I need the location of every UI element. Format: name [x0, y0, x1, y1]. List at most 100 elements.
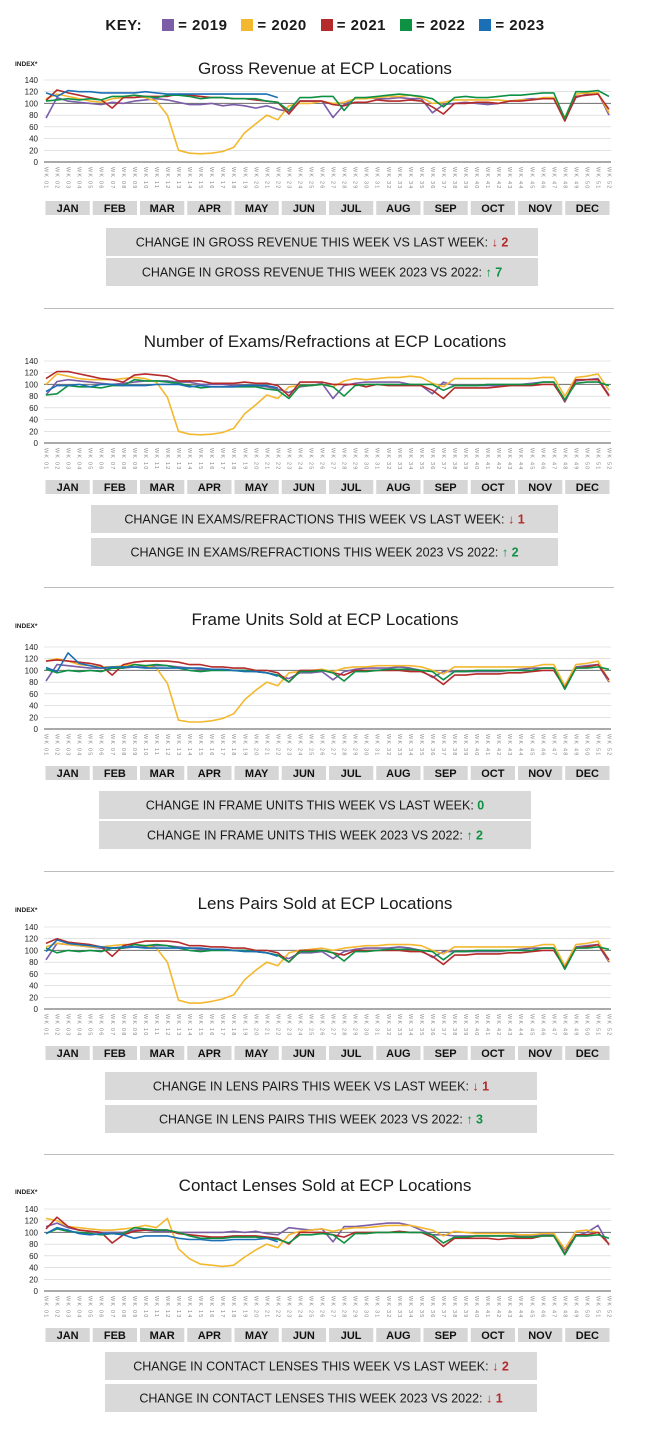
x-tick-label: WK 31	[374, 1014, 380, 1037]
month-label: JAN	[57, 1048, 79, 1060]
x-tick-label: WK 28	[341, 734, 347, 757]
month-band	[92, 1046, 137, 1060]
x-tick-label: WK 16	[208, 734, 214, 757]
x-tick-label: WK 15	[197, 1296, 203, 1319]
change-value-down: ↓ 1	[486, 1392, 503, 1406]
month-band	[423, 1328, 468, 1342]
x-tick-label: WK 29	[352, 1014, 358, 1037]
change-label: CHANGE IN EXAMS/REFRACTIONS THIS WEEK 20…	[130, 546, 501, 560]
key-text-2021: = 2021	[336, 16, 387, 34]
change-label: CHANGE IN LENS PAIRS THIS WEEK VS LAST W…	[153, 1080, 473, 1094]
x-tick-label: WK 05	[87, 167, 93, 190]
x-tick-label: WK 25	[307, 1014, 313, 1037]
x-tick-label: WK 07	[109, 448, 115, 471]
x-tick-label: WK 49	[572, 734, 578, 757]
series-line-2019	[45, 663, 610, 689]
x-tick-label: WK 34	[407, 1014, 413, 1037]
x-tick-label: WK 48	[561, 1014, 567, 1037]
series-line-2021	[45, 89, 610, 122]
month-band	[470, 1328, 515, 1342]
series-line-2021	[45, 659, 610, 689]
month-band	[92, 766, 137, 780]
x-tick-label: WK 33	[396, 1014, 402, 1037]
x-tick-label: WK 24	[296, 448, 302, 471]
x-tick-label: WK 26	[319, 734, 325, 757]
x-tick-label: WK 26	[319, 1014, 325, 1037]
y-tick-label: 140	[25, 1205, 39, 1214]
x-tick-label: WK 40	[473, 448, 479, 471]
y-tick-label: 20	[29, 993, 38, 1002]
y-tick-label: 0	[34, 439, 39, 448]
x-tick-label: WK 02	[54, 1014, 60, 1037]
x-tick-label: WK 30	[363, 1296, 369, 1319]
month-label: DEC	[576, 482, 599, 494]
month-label: FEB	[104, 768, 126, 780]
x-tick-label: WK 30	[363, 734, 369, 757]
month-band	[281, 1046, 326, 1060]
x-tick-label: WK 27	[330, 1296, 336, 1319]
x-tick-label: WK 34	[407, 167, 413, 190]
x-tick-label: WK 24	[296, 167, 302, 190]
x-tick-label: WK 37	[440, 167, 446, 190]
month-band	[234, 766, 279, 780]
y-tick-label: 60	[29, 690, 38, 699]
y-tick-label: 20	[29, 713, 38, 722]
month-band	[234, 480, 279, 494]
x-tick-label: WK 01	[43, 167, 49, 190]
month-band	[234, 1328, 279, 1342]
x-tick-label: WK 40	[473, 167, 479, 190]
x-tick-label: WK 07	[109, 1296, 115, 1319]
month-band	[140, 766, 185, 780]
month-label: MAY	[245, 1330, 269, 1342]
month-label: JUL	[341, 203, 362, 215]
y-tick-label: 120	[25, 369, 39, 378]
x-tick-label: WK 21	[263, 448, 269, 471]
month-band	[376, 201, 421, 215]
chart-2: Number of Exams/Refractions at ECP Locat…	[25, 332, 612, 566]
x-tick-label: WK 52	[606, 167, 612, 190]
x-tick-label: WK 48	[561, 734, 567, 757]
x-tick-label: WK 07	[109, 1014, 115, 1037]
y-tick-label: 20	[29, 1275, 38, 1284]
x-tick-label: WK 04	[76, 1296, 82, 1319]
month-label: OCT	[481, 1048, 505, 1060]
month-band	[329, 1328, 374, 1342]
month-label: AUG	[386, 203, 410, 215]
y-tick-label: 60	[29, 123, 38, 132]
x-tick-label: WK 23	[285, 167, 291, 190]
x-tick-label: WK 13	[175, 167, 181, 190]
x-tick-label: WK 45	[528, 167, 534, 190]
x-tick-label: WK 51	[595, 167, 601, 190]
series-line-2022	[45, 89, 610, 120]
x-tick-label: WK 29	[352, 448, 358, 471]
x-tick-label: WK 12	[164, 734, 170, 757]
change-box	[105, 1352, 537, 1380]
change-box	[105, 1105, 537, 1133]
x-tick-label: WK 49	[572, 448, 578, 471]
y-tick-label: 80	[29, 392, 38, 401]
month-band	[187, 201, 232, 215]
month-label: SEP	[435, 1048, 457, 1060]
x-tick-label: WK 36	[429, 167, 435, 190]
month-label: APR	[198, 203, 221, 215]
x-tick-label: WK 49	[572, 1014, 578, 1037]
month-band	[565, 766, 610, 780]
x-tick-label: WK 44	[517, 734, 523, 757]
key-item-2023: = 2023	[479, 17, 544, 34]
month-band	[376, 766, 421, 780]
change-value-down: ↓ 1	[472, 1080, 489, 1094]
x-tick-label: WK 12	[164, 1014, 170, 1037]
change-text: CHANGE IN FRAME UNITS THIS WEEK 2023 VS …	[147, 829, 483, 843]
y-tick-label: 100	[25, 380, 39, 389]
x-tick-label: WK 42	[495, 734, 501, 757]
section-divider	[44, 308, 614, 309]
month-band	[45, 766, 90, 780]
x-tick-label: WK 47	[550, 448, 556, 471]
month-band	[329, 766, 374, 780]
chart-1: Gross Revenue at ECP Locations INDEX* 0 20 4…	[15, 59, 612, 286]
x-tick-label: WK 10	[142, 1014, 148, 1037]
month-label: JUL	[341, 482, 362, 494]
month-band	[140, 1046, 185, 1060]
x-tick-label: WK 47	[550, 734, 556, 757]
